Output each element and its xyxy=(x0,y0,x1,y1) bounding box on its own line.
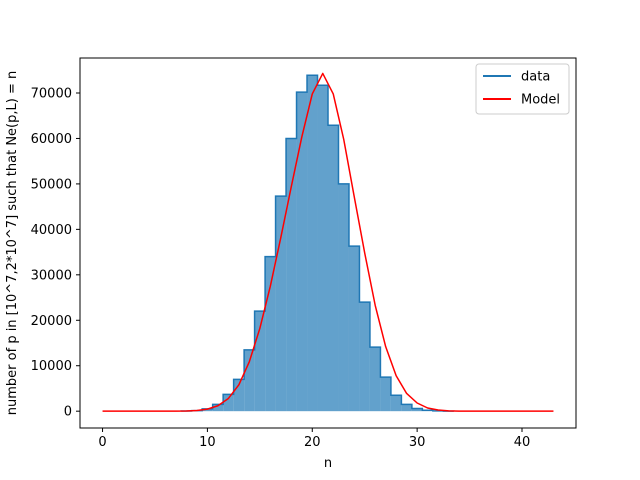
y-axis-label: number of p in [10^7,2*10^7] such that N… xyxy=(5,71,20,415)
y-tick-label: 30000 xyxy=(31,268,72,283)
x-tick-label: 0 xyxy=(98,435,106,450)
histogram-bar xyxy=(254,311,266,412)
histogram-bar xyxy=(401,404,412,412)
histogram-bar xyxy=(411,408,423,412)
histogram-bar xyxy=(244,349,255,412)
plot-area xyxy=(102,72,554,412)
histogram-bar xyxy=(296,92,308,412)
legend: data Model xyxy=(475,63,570,115)
histogram-bar xyxy=(275,196,287,412)
histogram-bar xyxy=(369,347,381,412)
histogram-bar xyxy=(380,377,391,412)
y-tick-label: 20000 xyxy=(31,314,72,329)
x-axis-label: n xyxy=(324,456,332,471)
x-tick-label: 20 xyxy=(304,435,321,450)
histogram-bar xyxy=(233,379,245,412)
x-axis: 0 10 20 30 40 xyxy=(98,428,530,450)
histogram-bar xyxy=(223,394,234,412)
x-tick-label: 10 xyxy=(199,435,216,450)
histogram-bar xyxy=(286,138,297,412)
axes-frame xyxy=(79,57,577,429)
y-tick-label: 10000 xyxy=(31,359,72,374)
x-tick-label: 30 xyxy=(409,435,426,450)
histogram-bar xyxy=(338,183,349,412)
histogram-bar xyxy=(348,246,360,412)
histogram-bar xyxy=(265,256,276,412)
legend-data-label: data xyxy=(521,70,550,85)
histogram-bar xyxy=(212,404,224,412)
histogram-bar xyxy=(328,125,339,412)
y-tick-label: 50000 xyxy=(31,177,72,192)
data-step-line xyxy=(180,74,455,412)
x-tick-label: 40 xyxy=(514,435,531,450)
y-tick-label: 40000 xyxy=(31,223,72,238)
y-tick-label: 60000 xyxy=(31,132,72,147)
y-axis: 0 10000 20000 30000 40000 50000 60000 70000 xyxy=(31,87,80,420)
histogram-bar xyxy=(359,302,370,412)
y-tick-label: 70000 xyxy=(31,87,72,102)
histogram-bar xyxy=(202,408,213,412)
model-line xyxy=(102,72,554,412)
histogram-bar xyxy=(390,395,402,412)
histogram-bar xyxy=(317,85,328,412)
y-tick-label: 0 xyxy=(64,405,72,420)
legend-model-label: Model xyxy=(521,93,560,108)
histogram-bar xyxy=(307,75,318,412)
